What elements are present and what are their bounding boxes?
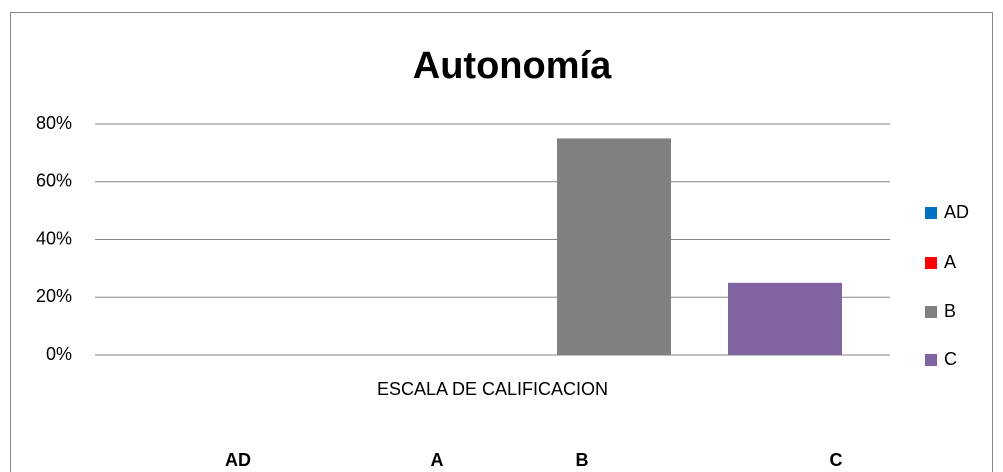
x-axis-category-label: ESCALA DE CALIFICACION	[377, 379, 608, 399]
y-tick-label: 0%	[46, 344, 72, 364]
series-label: A	[431, 450, 444, 470]
y-tick-label: 40%	[36, 228, 72, 248]
legend-label: A	[944, 252, 956, 272]
y-tick-label: 80%	[36, 113, 72, 133]
legend-swatch	[925, 306, 937, 318]
bar	[728, 282, 842, 355]
y-tick-label: 20%	[36, 286, 72, 306]
legend-label: AD	[944, 202, 969, 222]
series-label: B	[576, 450, 589, 470]
legend-swatch	[925, 257, 937, 269]
legend-label: B	[944, 301, 956, 321]
series-label: AD	[225, 450, 251, 470]
chart-title: Autonomía	[413, 45, 612, 87]
bar	[557, 138, 671, 355]
legend-swatch	[925, 354, 937, 366]
chart-frame	[10, 12, 993, 472]
legend-label: C	[944, 349, 957, 369]
y-tick-label: 60%	[36, 171, 72, 191]
legend-swatch	[925, 207, 937, 219]
series-label: C	[830, 450, 843, 470]
